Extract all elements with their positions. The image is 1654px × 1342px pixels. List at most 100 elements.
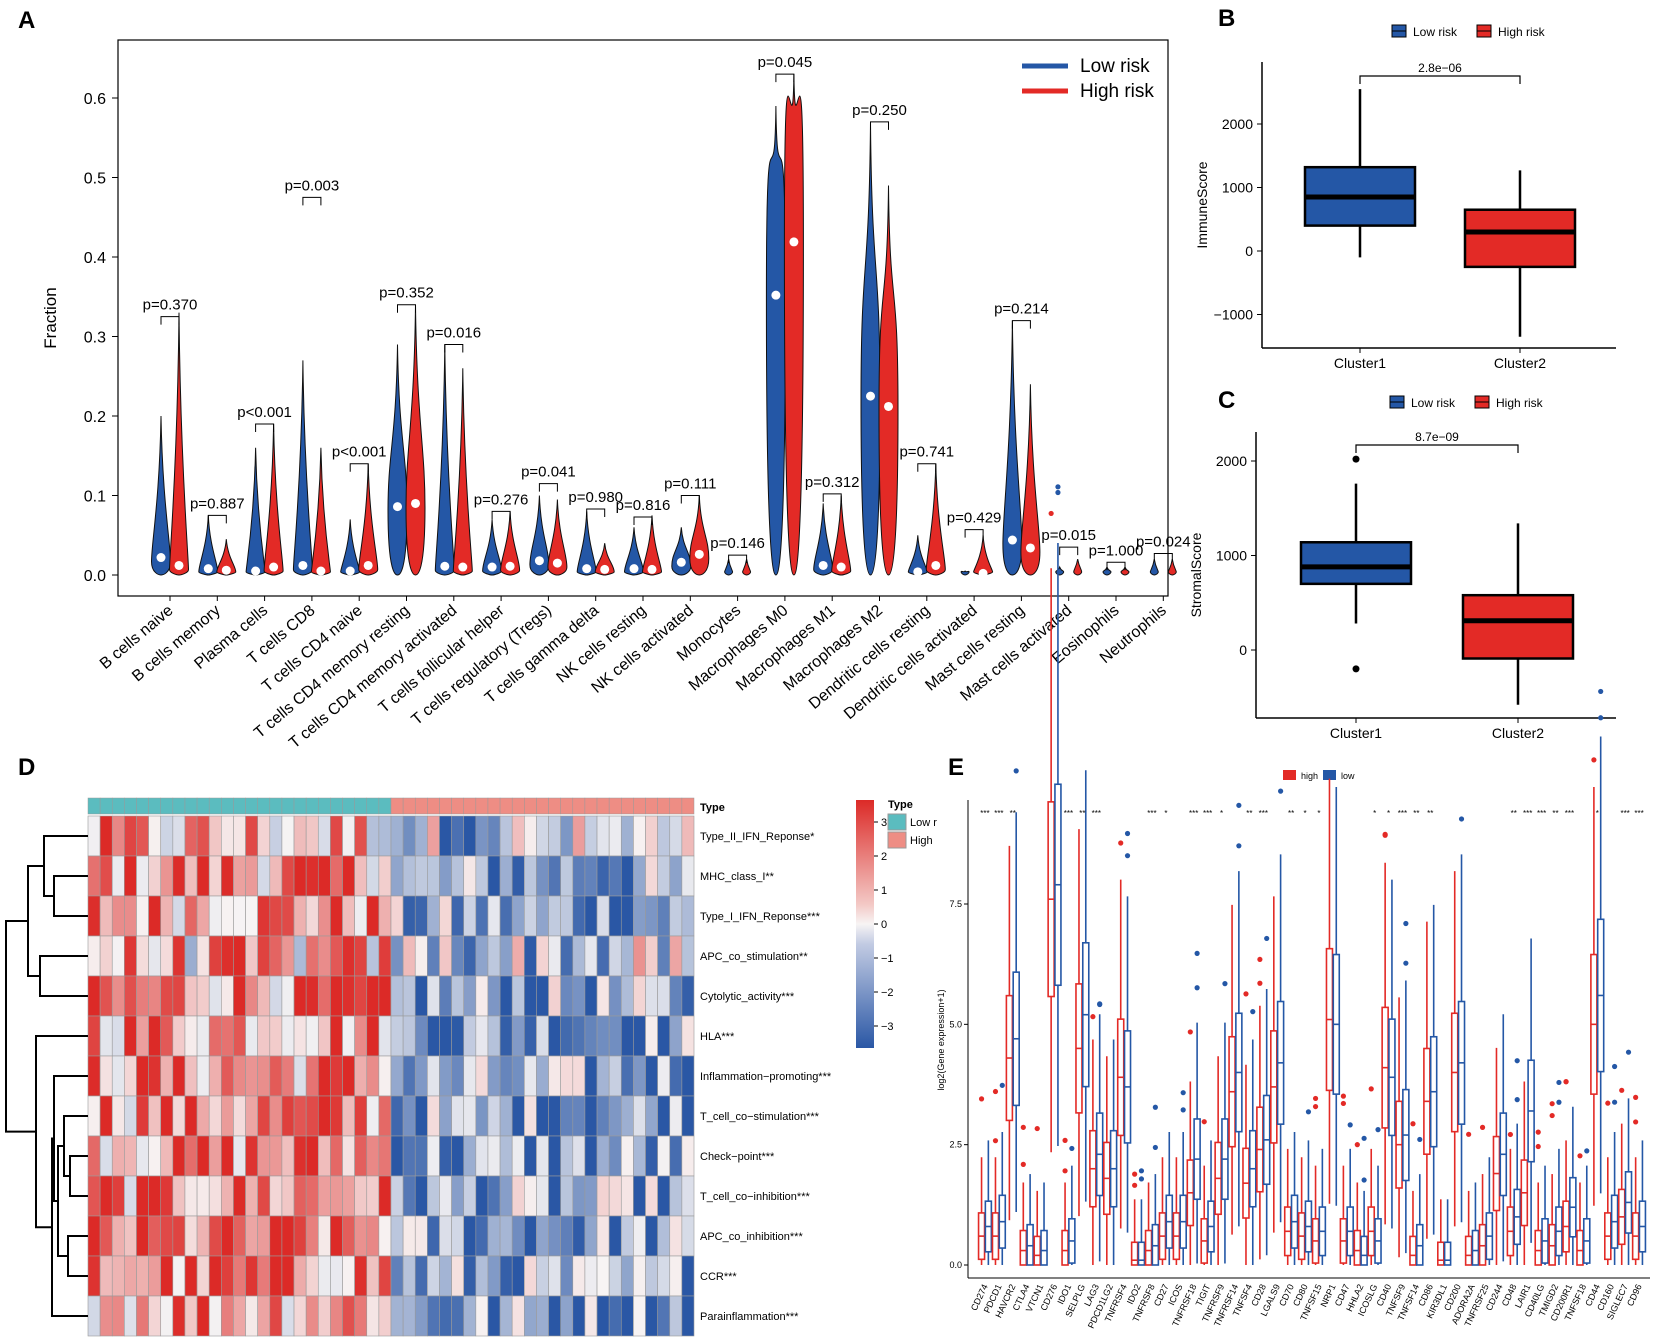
box-iqr-Cluster1	[1299, 541, 1413, 586]
y-tick-label: 2000	[1216, 453, 1247, 469]
heatmap-cell	[99, 1175, 113, 1217]
heatmap-cell	[124, 1015, 137, 1057]
y-tick-label: 0.4	[84, 250, 106, 267]
heatmap-cell	[427, 1135, 440, 1177]
gene-outlier-low	[1361, 1135, 1367, 1141]
pvalue-label: p<0.001	[237, 404, 292, 421]
heatmap-cell	[196, 815, 210, 857]
heatmap-cell	[160, 1015, 174, 1057]
heatmap-cell	[560, 1255, 574, 1297]
heatmap-cell	[184, 1095, 198, 1137]
pvalue-bracket	[1153, 553, 1173, 562]
heatmap-cell	[342, 1255, 355, 1297]
heatmap-cell	[184, 1135, 198, 1177]
heatmap-cell	[87, 935, 101, 977]
heatmap-cell	[560, 1095, 574, 1137]
heatmap-cell	[487, 975, 501, 1017]
median-dot-low	[629, 564, 639, 574]
heatmap-cell	[536, 975, 549, 1017]
heatmap-cell	[451, 815, 465, 857]
heatmap-cell	[208, 1295, 222, 1337]
gene-outlier-high	[1563, 1078, 1569, 1085]
heatmap-cell	[499, 1175, 513, 1217]
heatmap-cell	[596, 1295, 610, 1337]
heatmap-cell	[427, 1215, 440, 1257]
heatmap-row-label: CCR***	[700, 1271, 737, 1283]
pvalue-label: p=0.041	[521, 464, 576, 481]
heatmap-cell	[293, 1135, 307, 1177]
heatmap-cell	[548, 935, 561, 977]
gene-outlier-low	[1556, 1079, 1562, 1086]
heatmap-cell	[524, 1255, 537, 1297]
heatmap-cell	[305, 1055, 319, 1097]
heatmap-cell	[548, 1135, 561, 1177]
heatmap-cell	[681, 895, 695, 937]
heatmap-cell	[633, 895, 646, 937]
heatmap-cell	[620, 975, 634, 1017]
gene-outlier-high	[1020, 1124, 1026, 1130]
heatmap-cell	[414, 935, 428, 977]
gene-outlier-low	[999, 1082, 1005, 1088]
heatmap-cell	[402, 1295, 416, 1337]
heatmap-cell	[439, 1095, 452, 1137]
heatmap-cell	[439, 975, 452, 1017]
heatmap-cell	[451, 1055, 465, 1097]
annotation-cell	[414, 797, 428, 815]
heatmap-cell	[499, 1255, 513, 1297]
heatmap-cell	[136, 1135, 149, 1177]
annotation-cell	[511, 797, 525, 815]
violin-high	[168, 312, 190, 576]
heatmap-cell	[330, 1215, 343, 1257]
heatmap-cell	[221, 1055, 234, 1097]
heatmap-cell	[148, 1295, 162, 1337]
gene-box-high	[1019, 1229, 1028, 1266]
panel-label-a: A	[18, 7, 35, 34]
heatmap-cell	[124, 1135, 137, 1177]
gene-outlier-high	[1243, 991, 1249, 997]
pvalue-label: 8.7e−09	[1415, 430, 1459, 444]
gene-outlier-low	[1625, 1049, 1632, 1055]
annotation-cell	[596, 797, 610, 815]
pvalue-bracket	[728, 554, 748, 564]
heatmap-cell	[608, 1055, 622, 1097]
gene-outlier-high	[1479, 1124, 1486, 1130]
heatmap-cell	[342, 1015, 355, 1057]
heatmap-cell	[330, 1095, 343, 1137]
heatmap-cell	[293, 975, 307, 1017]
heatmap-cell	[160, 935, 174, 977]
annotation-legend-title: Type	[888, 799, 913, 811]
gene-outlier-high	[1577, 1153, 1583, 1159]
gene-outlier-low	[1598, 688, 1604, 695]
heatmap-cell	[669, 1015, 683, 1057]
violin-low	[1055, 565, 1065, 576]
annotation-legend-high-swatch	[887, 831, 907, 849]
legend-low-label: Low risk	[1411, 396, 1456, 410]
heatmap-cell	[390, 815, 404, 857]
heatmap-cell	[560, 1215, 574, 1257]
heatmap-cell	[208, 1095, 222, 1137]
heatmap-cell	[633, 1295, 646, 1337]
heatmap-cell	[233, 1055, 246, 1097]
heatmap-cell	[87, 1135, 101, 1177]
heatmap-cell	[305, 1015, 319, 1057]
heatmap-cell	[305, 895, 319, 937]
heatmap-cell	[475, 1175, 489, 1217]
heatmap-cell	[160, 1095, 174, 1137]
heatmap-cell	[511, 1135, 525, 1177]
heatmap-cell	[487, 1255, 501, 1297]
heatmap-cell	[584, 815, 598, 857]
heatmap-cell	[681, 1255, 695, 1297]
heatmap-cell	[99, 1255, 113, 1297]
scale-tick-label: 1	[881, 885, 887, 897]
violin-high	[452, 368, 473, 576]
heatmap-cell	[608, 815, 622, 857]
heatmap-cell	[99, 1015, 113, 1057]
heatmap-cell	[330, 1055, 343, 1097]
heatmap-cell	[342, 1135, 355, 1177]
annotation-legend-high-label: High	[910, 835, 933, 847]
median-dot-low	[534, 556, 544, 566]
heatmap-cell	[124, 1095, 137, 1137]
heatmap-cell	[572, 1215, 586, 1257]
heatmap-cell	[172, 975, 186, 1017]
heatmap-cell	[596, 815, 610, 857]
